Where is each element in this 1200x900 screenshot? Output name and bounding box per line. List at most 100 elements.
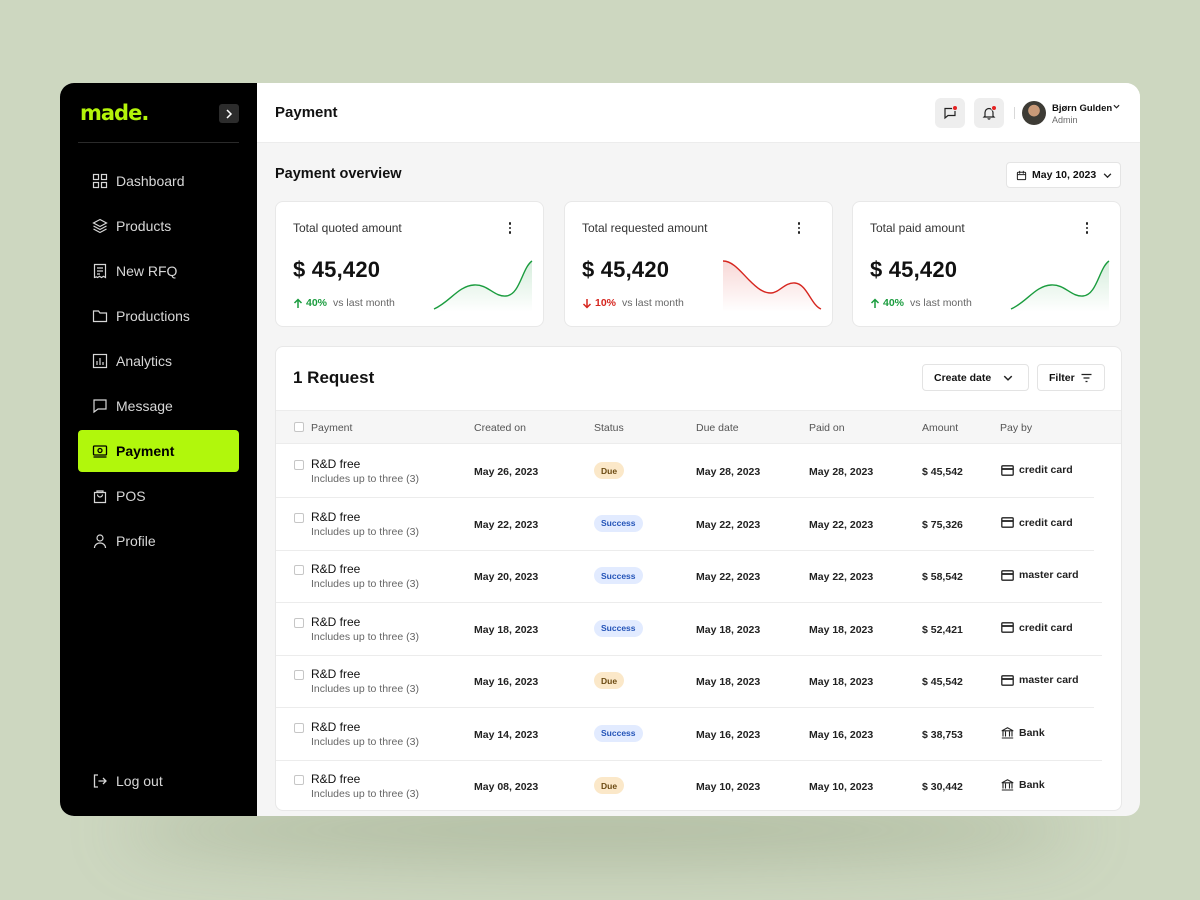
select-all-checkbox[interactable] [294, 422, 304, 432]
credit-card-icon [1001, 517, 1014, 528]
payment-name: R&D free [311, 772, 361, 786]
payment-name: R&D free [311, 614, 361, 629]
sidebar-item-pos[interactable]: POS [78, 475, 239, 517]
sparkline [1010, 260, 1110, 312]
payment-description: Includes up to three (3) [311, 735, 419, 748]
status-badge: Due [594, 777, 625, 794]
pay-method: credit card [1019, 464, 1073, 476]
due-date: May 18, 2023 [696, 623, 761, 636]
table-row[interactable]: R&D free Includes up to three (3) May 14, … [276, 708, 1121, 761]
table-row[interactable]: R&D free Includes up to three (3) May 18, … [276, 603, 1121, 656]
sidebar-item-payment[interactable]: Payment [78, 430, 239, 472]
paid-on: May 18, 2023 [809, 623, 874, 636]
column-header[interactable]: Paid on [809, 422, 845, 434]
date-label: May 10, 2023 [1032, 169, 1097, 181]
column-header[interactable]: Due date [696, 422, 739, 434]
table-row[interactable]: R&D free Includes up to three (3) May 22, … [276, 498, 1121, 551]
amount: $ 38,753 [922, 728, 963, 741]
row-checkbox[interactable] [294, 565, 304, 575]
due-date: May 22, 2023 [696, 518, 761, 531]
due-date: May 28, 2023 [696, 466, 761, 478]
sparkline [722, 260, 822, 312]
sidebar-item-products[interactable]: Products [78, 205, 239, 247]
row-checkbox[interactable] [294, 670, 304, 680]
payment-icon [92, 443, 108, 459]
table-header: Payment Created on Status Due date Paid … [276, 410, 1121, 444]
table-row[interactable]: R&D free Includes up to three (3) May 16, … [276, 655, 1121, 708]
logout-button[interactable]: Log out [78, 760, 239, 802]
paid-on: May 10, 2023 [809, 781, 874, 793]
arrow-down-icon [582, 298, 592, 309]
column-header[interactable]: Amount [922, 422, 959, 434]
trend-caption: vs last month [622, 297, 684, 309]
sidebar-item-productions[interactable]: Productions [78, 295, 239, 337]
date-picker[interactable]: May 10, 2023 [1006, 162, 1121, 188]
pay-by: master card [1001, 569, 1079, 581]
card-title: Total quoted amount [293, 221, 402, 235]
more-options-icon[interactable] [1081, 221, 1093, 235]
row-checkbox[interactable] [294, 617, 304, 628]
credit-card-icon [1001, 569, 1014, 581]
logout-icon [92, 773, 108, 789]
column-header[interactable]: Pay by [1000, 422, 1033, 434]
created-on: May 14, 2023 [474, 728, 539, 741]
card-title: Total paid amount [870, 221, 965, 235]
row-checkbox[interactable] [294, 512, 304, 523]
more-options-icon[interactable] [793, 221, 805, 235]
row-divider [276, 602, 1102, 603]
page-title: Payment [275, 104, 338, 121]
payment-description: Includes up to three (3) [311, 683, 419, 695]
amount: $ 45,542 [922, 466, 963, 478]
filter-button[interactable]: Filter [1037, 364, 1105, 391]
user-name[interactable]: Bjørn Gulden [1052, 103, 1113, 114]
table-row[interactable]: R&D free Includes up to three (3) May 08, … [276, 760, 1121, 810]
sidebar-item-analytics[interactable]: Analytics [78, 340, 239, 382]
pay-method: Bank [1019, 726, 1045, 739]
row-checkbox[interactable] [294, 722, 304, 733]
sidebar-item-profile[interactable]: Profile [78, 520, 239, 562]
card-value: $ 45,420 [582, 257, 670, 282]
folder-icon [92, 308, 108, 324]
card-value: $ 45,420 [870, 257, 958, 282]
notification-dot [952, 105, 958, 111]
created-on: May 16, 2023 [474, 676, 539, 688]
table-row[interactable]: R&D free Includes up to three (3) May 20, … [276, 550, 1121, 603]
sidebar-item-new-rfq[interactable]: New RFQ [78, 250, 239, 292]
sidebar-toggle-button[interactable] [219, 104, 239, 123]
requests-title: 1 Request [293, 368, 375, 387]
sidebar-item-label: Message [116, 398, 173, 414]
arrow-up-icon [870, 297, 880, 308]
summary-card: Total quoted amount $ 45,420 40% vs last mo… [275, 201, 544, 327]
sidebar-item-label: Payment [116, 443, 175, 459]
sort-create-date-button[interactable]: Create date [922, 364, 1029, 391]
created-on: May 22, 2023 [474, 518, 539, 531]
status-badge: Success [594, 567, 643, 584]
messages-button[interactable] [935, 98, 965, 128]
sidebar-item-label: Profile [116, 533, 156, 549]
avatar[interactable] [1022, 101, 1046, 125]
payment-description: Includes up to three (3) [311, 630, 419, 643]
sidebar-item-dashboard[interactable]: Dashboard [78, 160, 239, 202]
row-checkbox[interactable] [294, 775, 304, 785]
sidebar-item-message[interactable]: Message [78, 385, 239, 427]
pay-by: Bank [1001, 727, 1045, 739]
payment-name: R&D free [311, 457, 361, 471]
logout-label: Log out [116, 773, 163, 789]
chevron-down-icon[interactable] [1113, 103, 1120, 110]
more-options-icon[interactable] [504, 221, 516, 235]
row-checkbox[interactable] [294, 460, 304, 470]
notifications-button[interactable] [974, 98, 1004, 128]
bank-icon [1001, 779, 1014, 791]
status-badge: Due [594, 462, 625, 479]
trend-percent: 10% [595, 297, 617, 309]
column-header[interactable]: Status [594, 422, 624, 434]
status-badge: Success [594, 619, 643, 637]
pay-method: credit card [1019, 516, 1073, 529]
payment-name: R&D free [311, 719, 361, 734]
created-on: May 18, 2023 [474, 623, 539, 636]
table-row[interactable]: R&D free Includes up to three (3) May 26, … [276, 445, 1121, 498]
column-header[interactable]: Created on [474, 422, 526, 434]
amount: $ 75,326 [922, 518, 963, 531]
summary-card: Total paid amount $ 45,420 40% vs last mont… [852, 201, 1121, 327]
pay-by: Bank [1001, 779, 1045, 791]
